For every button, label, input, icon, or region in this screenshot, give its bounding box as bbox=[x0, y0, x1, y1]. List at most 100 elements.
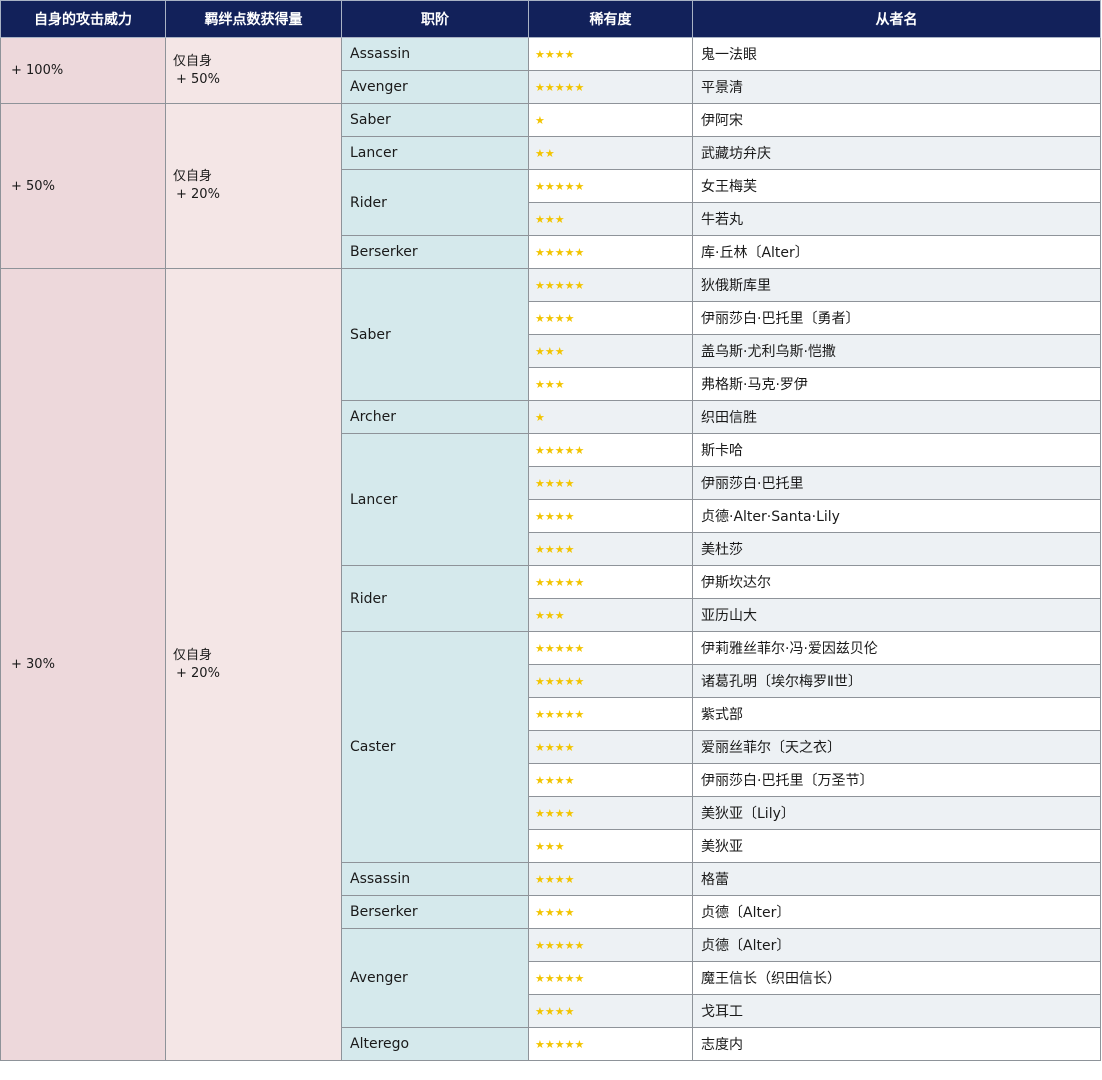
rarity-stars: ★★★★★ bbox=[528, 433, 693, 467]
rarity-stars: ★★★★★ bbox=[528, 1027, 693, 1061]
header-row: 自身的攻击威力 羁绊点数获得量 职阶 稀有度 从者名 bbox=[0, 0, 1101, 38]
servant-name-cell: 爱丽丝菲尔〔天之衣〕 bbox=[692, 730, 1101, 764]
rarity-stars: ★★★ bbox=[528, 202, 693, 236]
bond-bonus-cell: 仅自身 + 20% bbox=[165, 103, 342, 269]
table-row: ★★★ 亚历山大 bbox=[1, 598, 1101, 632]
rarity-stars: ★★★★ bbox=[528, 532, 693, 566]
header-bond: 羁绊点数获得量 bbox=[165, 0, 342, 38]
class-cell: Saber bbox=[341, 268, 529, 401]
servant-name-cell: 诸葛孔明〔埃尔梅罗Ⅱ世〕 bbox=[692, 664, 1101, 698]
header-class: 职阶 bbox=[341, 0, 529, 38]
servant-name-cell: 贞德〔Alter〕 bbox=[692, 928, 1101, 962]
table-row: Archer ★ 织田信胜 bbox=[1, 400, 1101, 434]
table-row: Avenger ★★★★★ 贞德〔Alter〕 bbox=[1, 928, 1101, 1028]
rarity-stars: ★★ bbox=[528, 136, 693, 170]
rarity-stars: ★★★★ bbox=[528, 301, 693, 335]
servant-name-cell: 斯卡哈 bbox=[692, 433, 1101, 467]
servant-name-cell: 织田信胜 bbox=[692, 400, 1101, 434]
servant-name-cell: 牛若丸 bbox=[692, 202, 1101, 236]
servant-name-cell: 美狄亚 bbox=[692, 829, 1101, 863]
table-row: ★★★★ 美狄亚〔Lily〕 bbox=[1, 796, 1101, 830]
class-cell: Alterego bbox=[341, 1027, 529, 1061]
servant-name-cell: 武藏坊弁庆 bbox=[692, 136, 1101, 170]
table-row: ★★★★★ 诸葛孔明〔埃尔梅罗Ⅱ世〕 bbox=[1, 664, 1101, 698]
bond-value-label: + 20% bbox=[176, 665, 220, 681]
rarity-stars: ★★★★★ bbox=[528, 631, 693, 665]
table-row: Alterego ★★★★★ 志度内 bbox=[1, 1027, 1101, 1061]
table-row: Berserker ★★★★ 贞德〔Alter〕 bbox=[1, 895, 1101, 929]
table-row: Caster ★★★★★ 伊莉雅丝菲尔·冯·爱因兹贝伦 bbox=[1, 631, 1101, 863]
class-cell: Assassin bbox=[341, 37, 529, 71]
class-cell: Saber bbox=[341, 103, 529, 137]
rarity-stars: ★★★★ bbox=[528, 862, 693, 896]
table-row: + 30% 仅自身 + 20% Saber ★★★★★ 狄俄斯库里 bbox=[0, 268, 1101, 1061]
table-row: ★★★★ 伊丽莎白·巴托里 bbox=[1, 466, 1101, 500]
rarity-stars: ★★★★ bbox=[528, 994, 693, 1028]
servant-name-cell: 伊丽莎白·巴托里〔万圣节〕 bbox=[692, 763, 1101, 797]
servant-name-cell: 格蕾 bbox=[692, 862, 1101, 896]
header-rarity: 稀有度 bbox=[528, 0, 693, 38]
table-row: Lancer ★★★★★ 斯卡哈 bbox=[1, 433, 1101, 566]
bond-scope-label: 仅自身 bbox=[173, 647, 213, 663]
rarity-stars: ★★★★ bbox=[528, 895, 693, 929]
servant-name-cell: 平景清 bbox=[692, 70, 1101, 104]
table-row: Rider ★★★★★ 女王梅芙 bbox=[1, 169, 1101, 236]
class-cell: Caster bbox=[341, 631, 529, 863]
rarity-stars: ★★★★★ bbox=[528, 697, 693, 731]
rarity-stars: ★★★★ bbox=[528, 37, 693, 71]
servant-name-cell: 伊斯坎达尔 bbox=[692, 565, 1101, 599]
bond-value-label: + 20% bbox=[176, 187, 220, 202]
rarity-stars: ★★★ bbox=[528, 598, 693, 632]
class-cell: Lancer bbox=[341, 433, 529, 566]
servant-name-cell: 魔王信长（织田信长） bbox=[692, 961, 1101, 995]
rarity-stars: ★ bbox=[528, 400, 693, 434]
rarity-stars: ★★★★ bbox=[528, 796, 693, 830]
servant-name-cell: 亚历山大 bbox=[692, 598, 1101, 632]
rarity-stars: ★★★★ bbox=[528, 499, 693, 533]
bond-scope-label: 仅自身 bbox=[173, 53, 213, 69]
table-row: ★★★★ 伊丽莎白·巴托里〔万圣节〕 bbox=[1, 763, 1101, 797]
class-cell: Avenger bbox=[341, 70, 529, 104]
table-row: ★★★ 弗格斯·马克·罗伊 bbox=[1, 367, 1101, 401]
servant-name-cell: 贞德〔Alter〕 bbox=[692, 895, 1101, 929]
rarity-stars: ★★★ bbox=[528, 367, 693, 401]
rarity-stars: ★★★★ bbox=[528, 466, 693, 500]
servant-name-cell: 库·丘林〔Alter〕 bbox=[692, 235, 1101, 269]
rarity-stars: ★★★★★ bbox=[528, 928, 693, 962]
rarity-stars: ★★★★★ bbox=[528, 70, 693, 104]
rarity-stars: ★★★ bbox=[528, 829, 693, 863]
bond-scope-label: 仅自身 bbox=[173, 169, 213, 184]
rarity-stars: ★★★★★ bbox=[528, 565, 693, 599]
rarity-stars: ★★★★★ bbox=[528, 235, 693, 269]
servant-name-cell: 女王梅芙 bbox=[692, 169, 1101, 203]
rarity-stars: ★★★★ bbox=[528, 763, 693, 797]
table-row: ★★★★ 伊丽莎白·巴托里〔勇者〕 bbox=[1, 301, 1101, 335]
table-row: ★★★ 牛若丸 bbox=[1, 202, 1101, 236]
servant-name-cell: 伊丽莎白·巴托里 bbox=[692, 466, 1101, 500]
servant-name-cell: 伊丽莎白·巴托里〔勇者〕 bbox=[692, 301, 1101, 335]
rarity-stars: ★★★ bbox=[528, 334, 693, 368]
servant-name-cell: 伊阿宋 bbox=[692, 103, 1101, 137]
class-cell: Rider bbox=[341, 565, 529, 632]
class-cell: Assassin bbox=[341, 862, 529, 896]
attack-bonus-cell: + 30% bbox=[0, 268, 166, 1061]
table-row: ★★★★★ 魔王信长（织田信长） bbox=[1, 961, 1101, 995]
table-row: Berserker ★★★★★ 库·丘林〔Alter〕 bbox=[1, 235, 1101, 269]
header-servant-name: 从者名 bbox=[692, 0, 1101, 38]
table-row: ★★★★ 爱丽丝菲尔〔天之衣〕 bbox=[1, 730, 1101, 764]
class-cell: Berserker bbox=[341, 235, 529, 269]
table-body: + 100% 仅自身 + 50% Assassin ★★★★ 鬼一法眼 Avenger ★★★… bbox=[0, 37, 1101, 1061]
rarity-stars: ★★★★★ bbox=[528, 961, 693, 995]
servant-name-cell: 戈耳工 bbox=[692, 994, 1101, 1028]
servant-name-cell: 美狄亚〔Lily〕 bbox=[692, 796, 1101, 830]
servant-name-cell: 贞德·Alter·Santa·Lily bbox=[692, 499, 1101, 533]
rarity-stars: ★★★★★ bbox=[528, 169, 693, 203]
servant-name-cell: 伊莉雅丝菲尔·冯·爱因兹贝伦 bbox=[692, 631, 1101, 665]
header-attack: 自身的攻击威力 bbox=[0, 0, 166, 38]
servant-name-cell: 志度内 bbox=[692, 1027, 1101, 1061]
table-row: ★★★★ 美杜莎 bbox=[1, 532, 1101, 566]
table-row: Lancer ★★ 武藏坊弁庆 bbox=[1, 136, 1101, 170]
table-row: ★★★★ 戈耳工 bbox=[1, 994, 1101, 1028]
table-row: ★★★★★ 紫式部 bbox=[1, 697, 1101, 731]
table-row: Avenger ★★★★★ 平景清 bbox=[1, 70, 1101, 104]
